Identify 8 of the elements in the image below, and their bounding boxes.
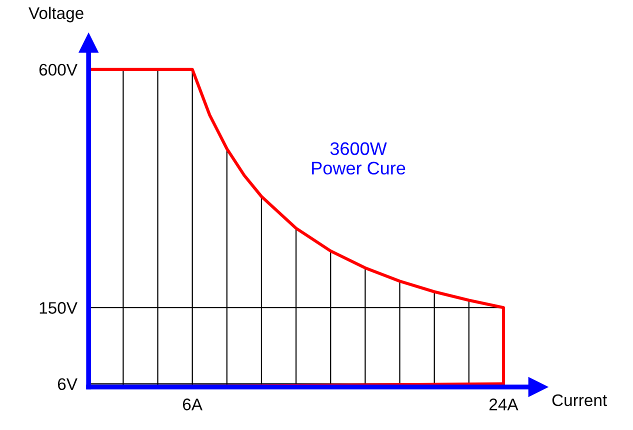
annotation: 3600W Power Cure <box>312 142 406 175</box>
x-axis-title: Current <box>552 394 607 406</box>
y-axis-title: Voltage <box>28 6 84 22</box>
x-tick-label: 24A <box>489 398 518 410</box>
y-tick-label: 6V <box>58 378 78 390</box>
y-tick-label: 600V <box>39 64 78 76</box>
x-tick-label: 6A <box>182 398 202 410</box>
y-tick-label: 150V <box>40 302 78 314</box>
